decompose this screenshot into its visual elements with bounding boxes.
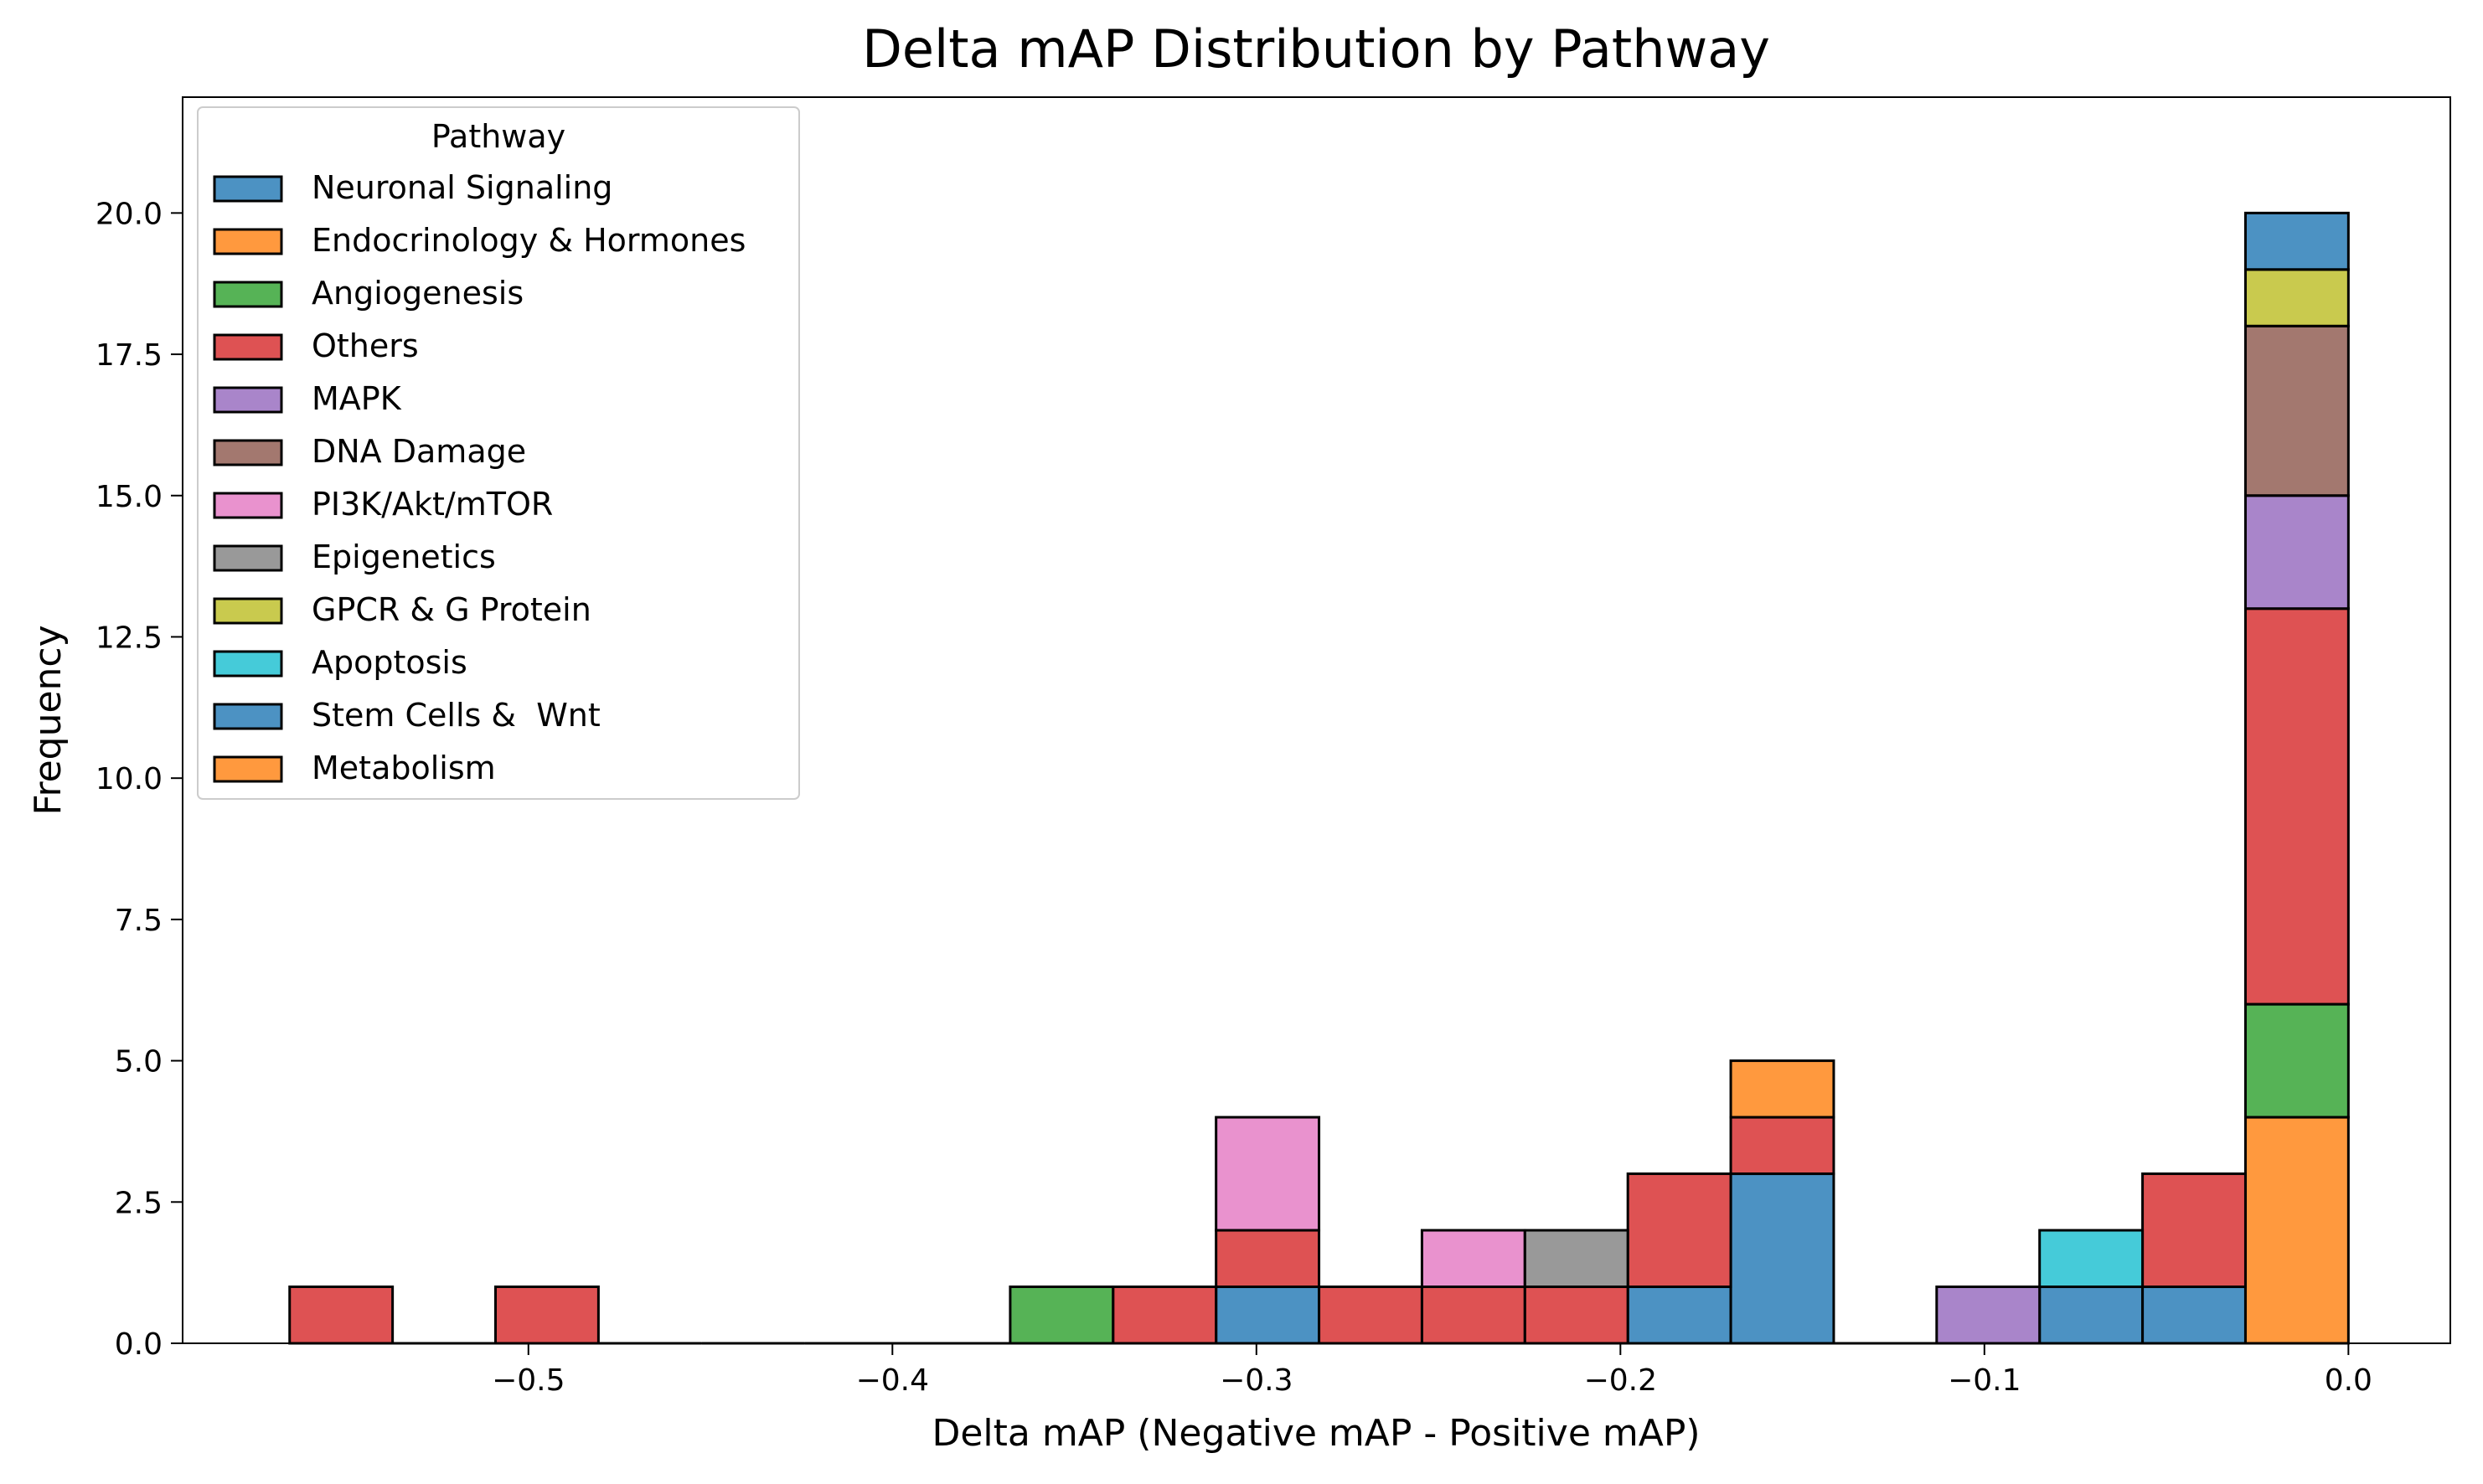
bar-s3-b19: [2243, 607, 2350, 1006]
y-tick-label-7: 17.5: [96, 338, 163, 373]
legend-swatch-3: [213, 333, 283, 361]
legend-label-8: GPCR & G Protein: [312, 591, 591, 628]
x-tick-label-2: −0.3: [1220, 1363, 1293, 1398]
bar-s3-b11: [1420, 1286, 1526, 1345]
y-axis-label: Frequency: [27, 625, 70, 815]
y-tick-label-3: 7.5: [115, 904, 163, 938]
bar-s0-b13: [1626, 1286, 1732, 1345]
bar-s3-b8: [1112, 1286, 1218, 1345]
y-tick-label-2: 5.0: [115, 1045, 163, 1080]
bar-s3-b10: [1318, 1286, 1423, 1345]
legend-label-0: Neuronal Signaling: [312, 169, 612, 206]
y-tick-label-5: 12.5: [96, 621, 163, 655]
bar-s0-b14: [1729, 1172, 1835, 1345]
legend-swatch-4: [213, 386, 283, 414]
y-axis-ticks: 0.0 2.5 5.0 7.5 10.0 12.5 15.0 17.5 20.0: [96, 197, 183, 1362]
legend-label-11: Metabolism: [312, 750, 496, 786]
legend-title: Pathway: [431, 118, 565, 155]
bar-s2-b19: [2243, 1002, 2350, 1119]
y-tick-label-8: 20.0: [96, 197, 163, 231]
legend-label-2: Angiogenesis: [312, 275, 524, 312]
legend-items: Neuronal Signaling Endocrinology & Hormon…: [213, 169, 746, 786]
bar-s0-b17: [2038, 1286, 2145, 1345]
legend: Pathway Neuronal Signaling Endocrinology …: [197, 106, 800, 800]
legend-swatch-7: [213, 544, 283, 572]
x-tick-label-3: −0.2: [1584, 1363, 1657, 1398]
bar-s10-b19: [2243, 211, 2350, 271]
legend-label-3: Others: [312, 327, 419, 364]
legend-label-5: DNA Damage: [312, 433, 526, 470]
bar-s0-b18: [2141, 1286, 2247, 1345]
legend-swatch-9: [213, 650, 283, 678]
bar-s3-b18: [2141, 1172, 2247, 1289]
legend-swatch-0: [213, 175, 283, 203]
x-axis-ticks: −0.5 −0.4 −0.3 −0.2 −0.1 0.0: [492, 1343, 2372, 1398]
bars-layer: [288, 211, 2350, 1345]
legend-label-10: Stem Cells & Wnt: [312, 697, 601, 734]
legend-label-6: PI3K/Akt/mTOR: [312, 486, 553, 523]
x-tick-label-5: 0.0: [2325, 1363, 2372, 1398]
legend-swatch-6: [213, 492, 283, 519]
bar-s3-b12: [1523, 1286, 1629, 1345]
bar-s3-b2: [494, 1286, 600, 1345]
y-tick-label-0: 0.0: [115, 1327, 163, 1362]
legend-swatch-5: [213, 439, 283, 466]
legend-swatch-1: [213, 228, 283, 255]
legend-box: [197, 106, 800, 800]
x-tick-label-1: −0.4: [856, 1363, 929, 1398]
bar-s6-b9: [1215, 1116, 1321, 1232]
bar-s11-b14: [1729, 1059, 1835, 1119]
y-tick-label-4: 10.0: [96, 762, 163, 796]
bar-s3-b13: [1626, 1172, 1732, 1289]
legend-swatch-2: [213, 281, 283, 308]
legend-swatch-11: [213, 755, 283, 783]
bar-s4-b19: [2243, 494, 2350, 611]
bar-s3-b0: [288, 1286, 395, 1345]
bar-s3-b9: [1215, 1229, 1321, 1289]
legend-label-4: MAPK: [312, 380, 402, 417]
bar-s8-b19: [2243, 268, 2350, 327]
bar-s2-b7: [1009, 1286, 1115, 1345]
bar-s4-b16: [1935, 1286, 2042, 1345]
legend-label-1: Endocrinology & Hormones: [312, 222, 746, 259]
legend-swatch-10: [213, 703, 283, 730]
legend-swatch-8: [213, 597, 283, 625]
x-axis-label: Delta mAP (Negative mAP - Positive mAP): [932, 1412, 1700, 1455]
bar-s5-b19: [2243, 324, 2350, 497]
legend-label-7: Epigenetics: [312, 538, 496, 575]
bar-s6-b11: [1420, 1229, 1526, 1289]
y-tick-label-1: 2.5: [115, 1186, 163, 1220]
x-tick-label-0: −0.5: [492, 1363, 565, 1398]
chart-title: Delta mAP Distribution by Pathway: [862, 18, 1770, 80]
plot-frame: [182, 96, 2451, 1344]
bar-s0-b9: [1215, 1286, 1321, 1345]
bar-s7-b12: [1523, 1229, 1629, 1289]
legend-label-9: Apoptosis: [312, 644, 467, 681]
bar-s9-b17: [2038, 1229, 2145, 1289]
x-tick-label-4: −0.1: [1948, 1363, 2021, 1398]
bar-s1-b19: [2243, 1116, 2350, 1345]
y-tick-label-6: 15.0: [96, 480, 163, 514]
bar-s3-b14: [1729, 1116, 1835, 1176]
